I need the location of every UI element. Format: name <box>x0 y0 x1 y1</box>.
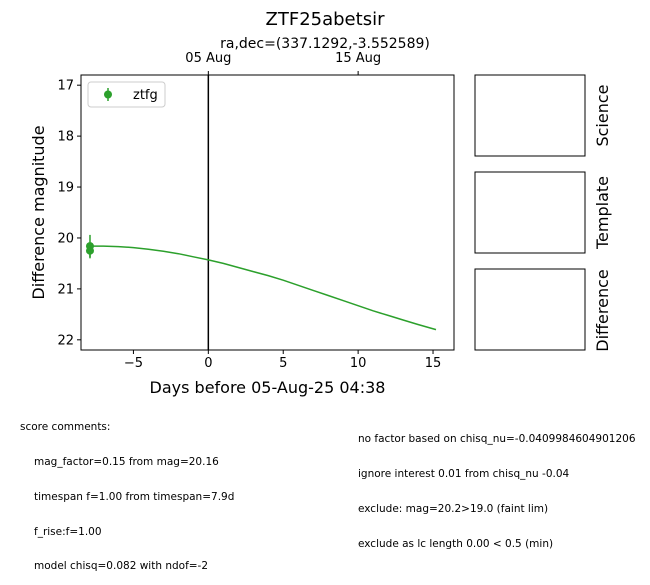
top-date-tick-label: 15 Aug <box>335 51 381 66</box>
legend-marker <box>104 90 112 99</box>
figure-subtitle: ra,dec=(337.1292,-3.552589) <box>220 36 430 52</box>
comment-line: exclude: mag=20.2>19.0 (faint lim) <box>358 502 549 515</box>
difference-image-panel <box>474 268 586 351</box>
comment-line: exclude as lc length 0.00 < 0.5 (min) <box>358 537 554 550</box>
y-tick-label: 17 <box>57 79 74 94</box>
template-panel-label: Template <box>593 176 612 250</box>
comment-line: model chisq=0.082 with ndof=-2 <box>34 560 209 573</box>
score-comments-right: no factor based on chisq_nu=-0.040998460… <box>358 411 650 562</box>
lightcurve-axes: −5 0 5 10 15 17 18 19 20 21 22 05 Aug 15 Aug Days bef… <box>29 51 455 397</box>
science-panel-label: Science <box>593 84 612 146</box>
plot-frame <box>80 74 455 351</box>
legend-label: ztfg <box>133 88 158 103</box>
science-image-panel <box>474 74 586 157</box>
comment-line: mag_factor=0.15 from mag=20.16 <box>34 455 219 468</box>
legend: ztfg <box>87 81 166 108</box>
comment-line: f_rise:f=1.00 <box>34 525 102 538</box>
template-image-panel <box>474 171 586 254</box>
lightcurve-figure: ZTF25abetsir ra,dec=(337.1292,-3.552589)… <box>29 9 612 397</box>
y-tick-label: 19 <box>57 181 74 196</box>
x-axis-label: Days before 05-Aug-25 04:38 <box>150 378 386 397</box>
score-comments-header: score comments: <box>20 421 111 434</box>
y-tick-label: 21 <box>57 282 74 297</box>
y-tick-label: 20 <box>57 231 74 246</box>
y-tick-label: 18 <box>57 130 74 145</box>
x-tick-label: 10 <box>350 356 367 371</box>
top-date-tick-label: 05 Aug <box>185 51 231 66</box>
y-axis-label: Difference magnitude <box>29 125 48 299</box>
x-tick-label: 15 <box>425 356 442 371</box>
x-tick-label: 0 <box>204 356 212 371</box>
score-comments-left: score comments: mag_factor=0.15 from mag… <box>20 399 234 585</box>
comment-line: no factor based on chisq_nu=-0.040998460… <box>358 433 636 446</box>
x-tick-label: 5 <box>279 356 287 371</box>
difference-panel-label: Difference <box>593 269 612 351</box>
comment-line: timespan f=1.00 from timespan=7.9d <box>34 490 235 503</box>
data-point <box>85 246 94 255</box>
figure-title: ZTF25abetsir <box>266 9 386 30</box>
y-tick-label: 22 <box>57 333 74 348</box>
model-curve <box>90 245 437 331</box>
x-tick-label: −5 <box>124 356 143 371</box>
comment-line: ignore interest 0.01 from chisq_nu -0.04 <box>358 467 570 480</box>
